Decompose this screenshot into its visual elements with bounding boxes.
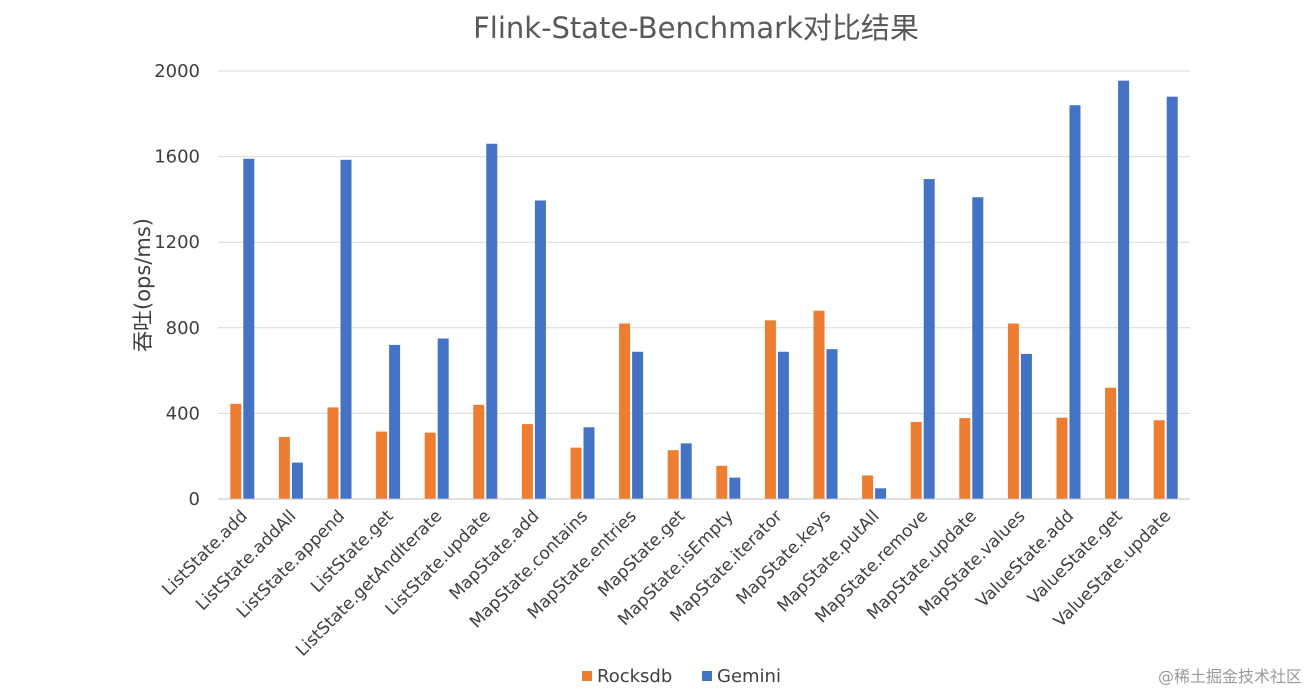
bar-gemini-mapstate-entries — [632, 351, 644, 499]
bar-gemini-liststate-add — [243, 158, 255, 500]
bar-rocksdb-mapstate-isempty — [716, 465, 728, 499]
legend-swatch-rocksdb — [582, 671, 592, 681]
bar-rocksdb-liststate-get — [376, 431, 388, 499]
x-tick-labels: ListState.addListState.addAllListState.a… — [158, 506, 1175, 660]
bar-rocksdb-valuestate-get — [1105, 387, 1117, 499]
bars — [230, 80, 1178, 500]
grid-lines — [218, 70, 1190, 414]
bar-gemini-mapstate-get — [680, 443, 692, 499]
bar-gemini-mapstate-values — [1020, 353, 1032, 499]
bar-rocksdb-mapstate-values — [1007, 323, 1019, 499]
y-tick-label: 1600 — [154, 147, 200, 168]
bar-gemini-mapstate-putall — [875, 488, 887, 499]
chart-title: Flink-State-Benchmark对比结果 — [473, 11, 919, 45]
bar-rocksdb-mapstate-putall — [862, 475, 874, 499]
bar-gemini-valuestate-add — [1069, 105, 1081, 500]
bar-rocksdb-mapstate-iterator — [764, 320, 776, 499]
bar-gemini-mapstate-remove — [923, 179, 935, 499]
bar-rocksdb-mapstate-contains — [570, 447, 582, 499]
bar-gemini-valuestate-get — [1118, 80, 1130, 499]
bar-rocksdb-mapstate-remove — [910, 421, 922, 499]
bar-gemini-mapstate-keys — [826, 349, 838, 499]
legend-swatch-gemini — [702, 671, 712, 681]
bar-gemini-mapstate-contains — [583, 427, 595, 499]
bar-rocksdb-mapstate-update — [959, 418, 971, 499]
bar-rocksdb-valuestate-update — [1153, 420, 1165, 499]
bar-rocksdb-liststate-getanditerate — [424, 432, 436, 499]
bar-gemini-liststate-append — [340, 159, 352, 499]
watermark: @稀土掘金技术社区 — [1158, 667, 1302, 686]
bar-gemini-mapstate-update — [972, 197, 984, 499]
bar-gemini-liststate-update — [486, 143, 498, 499]
y-tick-label: 400 — [166, 403, 200, 424]
y-axis-label: 吞吐(ops/ms) — [131, 218, 155, 352]
bar-rocksdb-mapstate-get — [667, 450, 679, 499]
bar-rocksdb-liststate-append — [327, 407, 339, 499]
bar-gemini-liststate-getanditerate — [437, 338, 449, 499]
bar-rocksdb-mapstate-entries — [619, 323, 631, 499]
y-tick-label: 2000 — [154, 61, 200, 82]
y-tick-labels: 0 400 800 1200 1600 2000 — [154, 61, 200, 510]
bar-gemini-mapstate-add — [534, 200, 546, 499]
bar-gemini-valuestate-update — [1166, 96, 1178, 500]
bar-gemini-mapstate-isempty — [729, 477, 741, 499]
bar-gemini-liststate-get — [389, 344, 401, 499]
bar-rocksdb-valuestate-add — [1056, 417, 1068, 499]
legend-label-rocksdb: Rocksdb — [597, 666, 672, 687]
legend: Rocksdb Gemini — [582, 666, 781, 687]
bar-rocksdb-liststate-add — [230, 403, 242, 499]
bar-gemini-liststate-addall — [291, 462, 303, 499]
x-tick-label: ListState.add — [158, 506, 251, 599]
y-tick-label: 0 — [189, 489, 200, 510]
bar-gemini-mapstate-iterator — [777, 351, 789, 499]
bar-rocksdb-mapstate-add — [521, 424, 533, 499]
bar-rocksdb-liststate-addall — [278, 436, 290, 499]
y-tick-label: 800 — [166, 318, 200, 339]
y-tick-label: 1200 — [154, 232, 200, 253]
legend-label-gemini: Gemini — [717, 666, 781, 687]
bar-rocksdb-mapstate-keys — [813, 310, 825, 499]
bar-rocksdb-liststate-update — [473, 404, 485, 499]
